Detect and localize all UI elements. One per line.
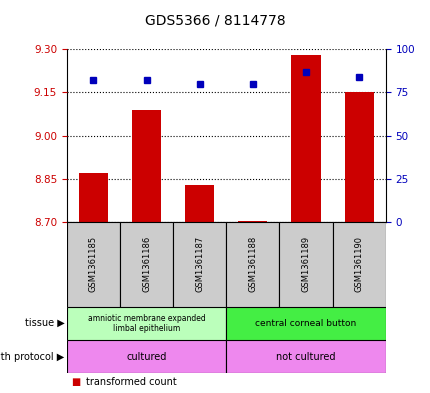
Text: transformed count: transformed count [86, 377, 177, 387]
Bar [279, 222, 332, 307]
Bar [238, 220, 267, 222]
Bar [332, 222, 385, 307]
Text: tissue ▶: tissue ▶ [25, 318, 64, 328]
Text: amniotic membrane expanded
limbal epithelium: amniotic membrane expanded limbal epithe… [87, 314, 205, 333]
Text: GSM1361187: GSM1361187 [195, 236, 204, 292]
Text: GSM1361188: GSM1361188 [248, 236, 257, 292]
Text: growth protocol ▶: growth protocol ▶ [0, 352, 64, 362]
Bar [79, 173, 108, 222]
Bar [184, 185, 214, 222]
Text: GSM1361185: GSM1361185 [89, 236, 98, 292]
Text: ■: ■ [71, 377, 80, 387]
Text: GSM1361190: GSM1361190 [354, 236, 363, 292]
Text: GDS5366 / 8114778: GDS5366 / 8114778 [145, 14, 285, 28]
Bar [173, 222, 226, 307]
Text: GSM1361186: GSM1361186 [142, 236, 150, 292]
Bar [132, 110, 161, 222]
Text: GSM1361189: GSM1361189 [301, 236, 310, 292]
Bar [226, 222, 279, 307]
Bar [344, 92, 373, 222]
Bar [67, 222, 120, 307]
Text: cultured: cultured [126, 352, 166, 362]
Bar [67, 307, 226, 340]
Text: not cultured: not cultured [276, 352, 335, 362]
Bar [226, 307, 385, 340]
Bar [67, 340, 226, 373]
Bar [291, 55, 320, 222]
Text: central corneal button: central corneal button [255, 319, 356, 328]
Bar [120, 222, 173, 307]
Bar [226, 340, 385, 373]
